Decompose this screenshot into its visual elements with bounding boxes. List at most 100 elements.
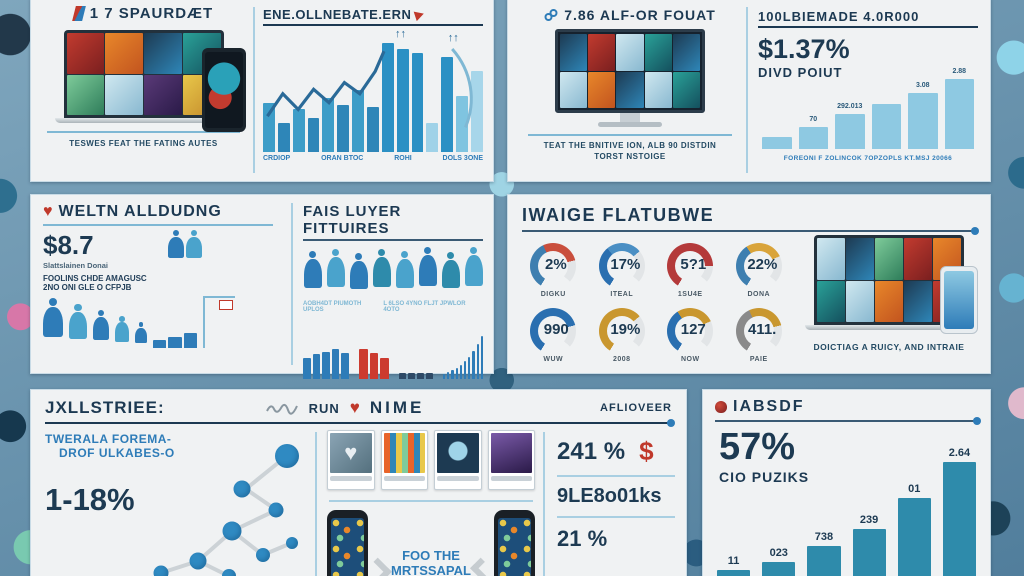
blue-text-line: DROF ULKABES-O: [59, 446, 175, 460]
bar: [359, 349, 368, 379]
stat-value: $1.37%: [758, 34, 850, 64]
body-text-line: 2NO ONI GLE O CFPJB: [43, 283, 132, 292]
top-left-chart-section: ENE.OLLNEBATE.ERN ↑↑ ↑↑ CRDIOP ORAN BTOC…: [263, 7, 483, 162]
bar: [322, 98, 335, 152]
collage-tile: [560, 34, 588, 71]
bar: [341, 352, 349, 379]
chevron-left-icon: [470, 557, 495, 576]
bar: 70: [798, 116, 828, 149]
collage-tile: [846, 280, 874, 322]
header-word: NIME: [369, 398, 425, 417]
gauge-value: 17%: [610, 256, 641, 273]
dollar-icon: $: [639, 436, 654, 466]
phone-text-line: FOO THE: [402, 547, 460, 563]
phone-image: [327, 510, 369, 576]
person-figure-icon: [396, 251, 414, 299]
x-axis-label: CRDIOP: [263, 155, 291, 162]
gauge-arc-icon: [598, 308, 645, 354]
section-title: 100LBIEMADE 4.0R000: [758, 9, 920, 24]
bar-value-label: 70: [809, 116, 818, 124]
stat-value: 9LE8o01ks: [557, 485, 662, 507]
bar-group-flat: [399, 317, 433, 379]
gauge-value: 411.: [747, 321, 777, 338]
collage-tile: [817, 280, 845, 322]
bar-value-label: 292.013: [837, 102, 863, 110]
bar: [380, 357, 390, 379]
bar: [762, 136, 792, 149]
bar: [367, 107, 379, 152]
bar: [312, 354, 321, 379]
phone-image: [201, 48, 246, 132]
network-section: TWERALA FOREMA- DROF ULKABES-O 1-18%: [45, 432, 301, 576]
bar-group-ascending: [443, 317, 484, 379]
gauge-value: 990: [543, 321, 569, 338]
network-nodes: [137, 438, 307, 576]
panel-title: JXLLSTRIEE:: [45, 398, 165, 417]
panel-top-left: 1 7 SPAURDÆT TESWES FEAT THE FATING: [30, 0, 494, 182]
bar-value-label: 239: [859, 513, 879, 526]
bar: [381, 43, 394, 152]
bar: [337, 104, 350, 152]
bar-chart: 11 023 738 239 01 2.64: [717, 447, 977, 576]
network-node: [285, 537, 298, 549]
panel-divider: [253, 7, 255, 173]
stat-value: $8.7: [43, 230, 94, 260]
bar: [871, 103, 901, 149]
section-title: FAIS LUYER FITTUIRES: [303, 203, 402, 237]
collage-tile: [66, 33, 105, 74]
collage-tile: [875, 238, 903, 280]
collage-tile: [105, 33, 143, 74]
gauge-label: NOW: [680, 356, 700, 363]
gauge-arc-icon: [530, 308, 577, 354]
panel-middle-left: ♥ WELTN ALLDUDNG $8.7 Slattslainen Donai…: [30, 194, 494, 379]
bar: [322, 351, 330, 379]
person-figure-icon: [304, 251, 322, 299]
app-card: [380, 430, 428, 490]
person-figure-icon: [43, 298, 63, 348]
gauge-label: PAIE: [749, 356, 768, 363]
bar-group-blue: [303, 317, 349, 379]
gauge-value: 2%: [545, 256, 567, 273]
bar: 738: [807, 531, 841, 576]
bar: 239: [852, 514, 886, 576]
device-section: DOICTIAG A RUICY, AND INTRAIE: [800, 235, 978, 353]
bar: [263, 102, 275, 152]
network-node: [153, 565, 169, 576]
bar: [292, 109, 305, 152]
gauge-value: 22%: [747, 256, 778, 273]
person-figure-icon: [442, 252, 460, 299]
stat-sublabel: Slattslainen Donai: [43, 261, 109, 270]
collage-tile: [588, 34, 616, 71]
gauge-grid: 2% DIGKU 17% ITEAL 5?1 1SU4E 22% DONA 990 WUW 19% 2…: [522, 243, 790, 363]
bar: [441, 56, 454, 152]
panel-caption: DOICTIAG A RUICY, AND INTRAIE: [813, 342, 965, 352]
bar-value-label: 3.08: [915, 81, 930, 89]
stats-column: 241 % $ 9LE8o01ks 21 %: [557, 436, 675, 576]
collage-tile: [817, 238, 845, 280]
mini-chart-frame: [203, 296, 235, 348]
bar: [476, 344, 479, 379]
bar-value-label: 023: [769, 546, 788, 559]
panel-divider: [291, 203, 293, 365]
panel-caption: TEAT THE BNITIVE ION, ALB 90 DISTDIN TOR…: [543, 141, 717, 161]
bar: 2.64: [942, 447, 977, 576]
bar: [468, 356, 471, 379]
apps-section: FOO THE MRTSSAPAL FLAH IRS: [327, 430, 535, 576]
person-figure-icon: [350, 253, 368, 299]
bar: 01: [897, 483, 931, 576]
up-arrows-icon: ↑↑: [395, 28, 406, 40]
growth-stat: 57% CIO PUZIKS: [719, 426, 809, 485]
bar-chart: [263, 40, 483, 152]
stat-value: 1-18%: [45, 482, 135, 517]
stat-value: 21 %: [557, 526, 608, 551]
collage-tile: [144, 33, 182, 74]
app-card: [487, 430, 535, 490]
bar: [426, 373, 433, 379]
panel-title: IWAIGE FLATUBWE: [522, 205, 715, 225]
bar: [396, 48, 409, 152]
bar: [426, 122, 439, 152]
collage-tile: [66, 74, 105, 115]
gauge-arc-icon: [667, 308, 714, 354]
bar-value-label: 2.64: [948, 447, 971, 459]
